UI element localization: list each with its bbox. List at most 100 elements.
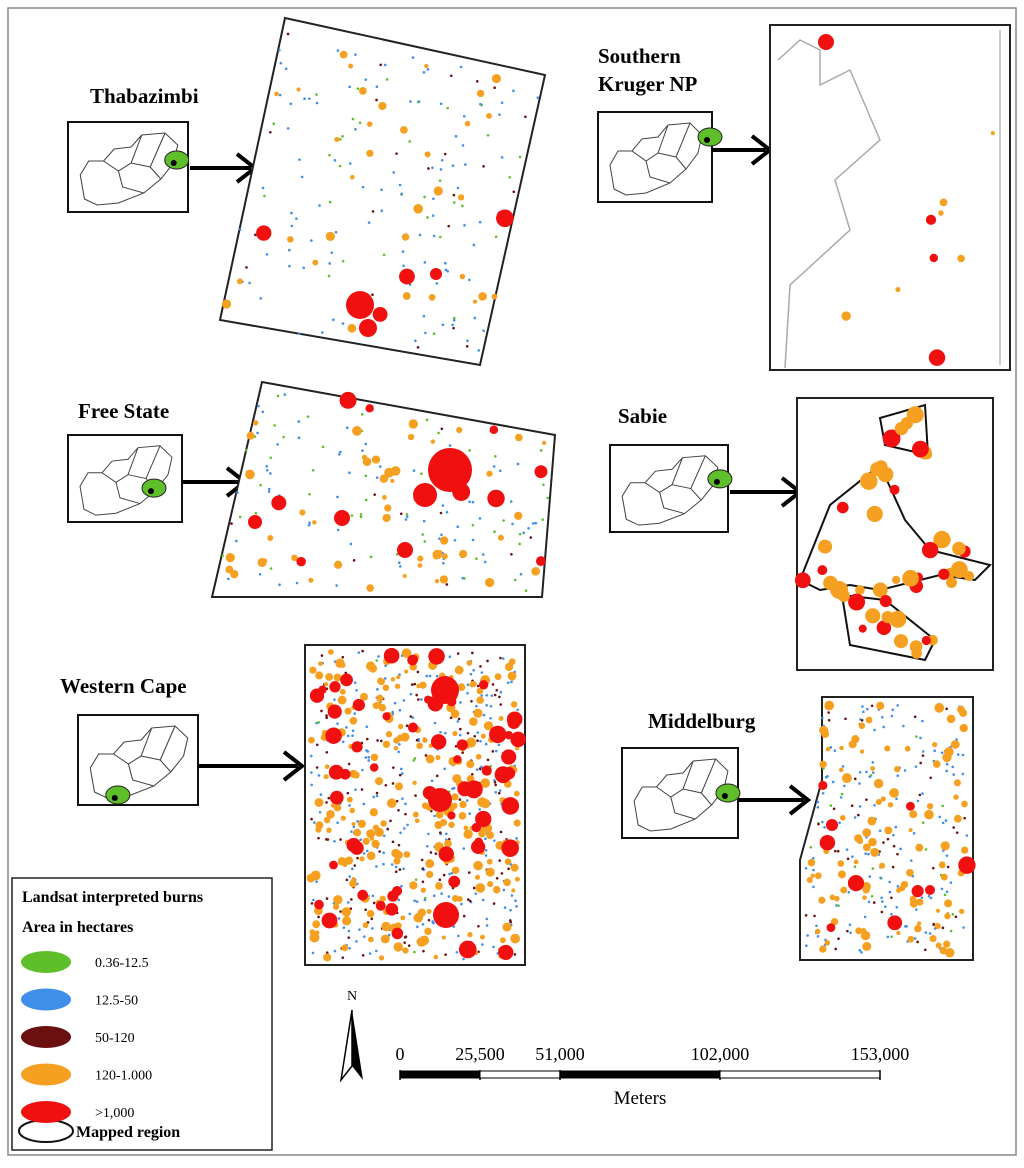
burn (456, 720, 460, 723)
burn (352, 559, 356, 562)
burn (866, 707, 869, 711)
burn (882, 429, 901, 448)
burn (265, 253, 269, 256)
burn (965, 834, 969, 837)
burn (834, 947, 837, 951)
burn (385, 78, 389, 81)
burn (503, 878, 511, 887)
burn (876, 620, 892, 636)
burn (503, 906, 507, 909)
burn (954, 915, 958, 919)
burn (340, 673, 353, 687)
burn (422, 949, 425, 953)
burn (485, 917, 489, 921)
inset-site (111, 795, 118, 801)
burn (428, 788, 452, 812)
burn (424, 63, 429, 69)
burn (357, 889, 369, 901)
burn (325, 750, 329, 754)
burn (889, 484, 900, 495)
burn (248, 515, 262, 529)
burn (873, 728, 876, 732)
burn (402, 573, 407, 579)
burn (417, 100, 421, 103)
burn (961, 846, 969, 854)
burn (862, 843, 871, 852)
burn (858, 948, 862, 952)
burn (914, 765, 918, 768)
panel: Sabie (609, 397, 994, 671)
burn (378, 101, 387, 111)
burn (400, 884, 403, 888)
burn (952, 541, 966, 556)
burn (335, 584, 338, 587)
burn (848, 740, 857, 749)
burn (911, 885, 924, 898)
burn (812, 868, 815, 872)
burn (857, 813, 860, 817)
burn (334, 136, 340, 143)
burn (836, 501, 849, 514)
burn (509, 919, 512, 922)
burn (417, 563, 423, 568)
burn (376, 739, 379, 742)
burn (428, 648, 445, 665)
burn (870, 847, 880, 857)
mapped-region-label: Mapped region (76, 1124, 180, 1141)
burn (402, 264, 405, 268)
burn (404, 935, 408, 938)
burn (426, 216, 429, 219)
legend-swatch (21, 1063, 71, 1086)
scale-segment (559, 1070, 721, 1079)
burn (913, 715, 917, 719)
burn (476, 684, 480, 688)
burn (913, 937, 917, 940)
burn (451, 787, 454, 791)
burn (306, 415, 310, 418)
inset-box (597, 111, 713, 203)
burn (944, 819, 948, 822)
burn (474, 892, 478, 895)
burn (364, 442, 368, 446)
burn (317, 721, 321, 724)
burn (896, 852, 899, 856)
burn (879, 876, 882, 880)
burn (369, 763, 379, 772)
burn (482, 329, 485, 332)
burn (421, 867, 425, 871)
burn (420, 887, 427, 893)
burn (407, 944, 411, 947)
burn (871, 867, 875, 870)
burn (515, 837, 518, 840)
burn (865, 608, 881, 624)
region-label: Kruger NP (598, 72, 698, 96)
burn (342, 916, 352, 926)
burn (235, 539, 238, 543)
burn (909, 859, 913, 862)
burn (425, 674, 429, 678)
burn (865, 770, 868, 774)
burn (409, 715, 413, 718)
burn (334, 230, 338, 234)
burn (338, 453, 341, 456)
burn (375, 98, 378, 102)
burn (887, 915, 903, 931)
burn (500, 156, 504, 159)
burn (376, 688, 379, 691)
burn (396, 734, 404, 742)
burn (442, 561, 445, 565)
inset-outline (79, 445, 173, 516)
burn (929, 776, 932, 780)
burn (329, 860, 338, 870)
burn (492, 902, 496, 905)
burn (276, 443, 279, 446)
burn (849, 931, 852, 935)
burn (337, 857, 347, 866)
burn (328, 153, 331, 157)
burn (813, 914, 816, 918)
burn (837, 589, 850, 603)
burn (336, 495, 339, 499)
burn (453, 539, 457, 542)
burn (357, 819, 366, 828)
burn (375, 791, 379, 795)
